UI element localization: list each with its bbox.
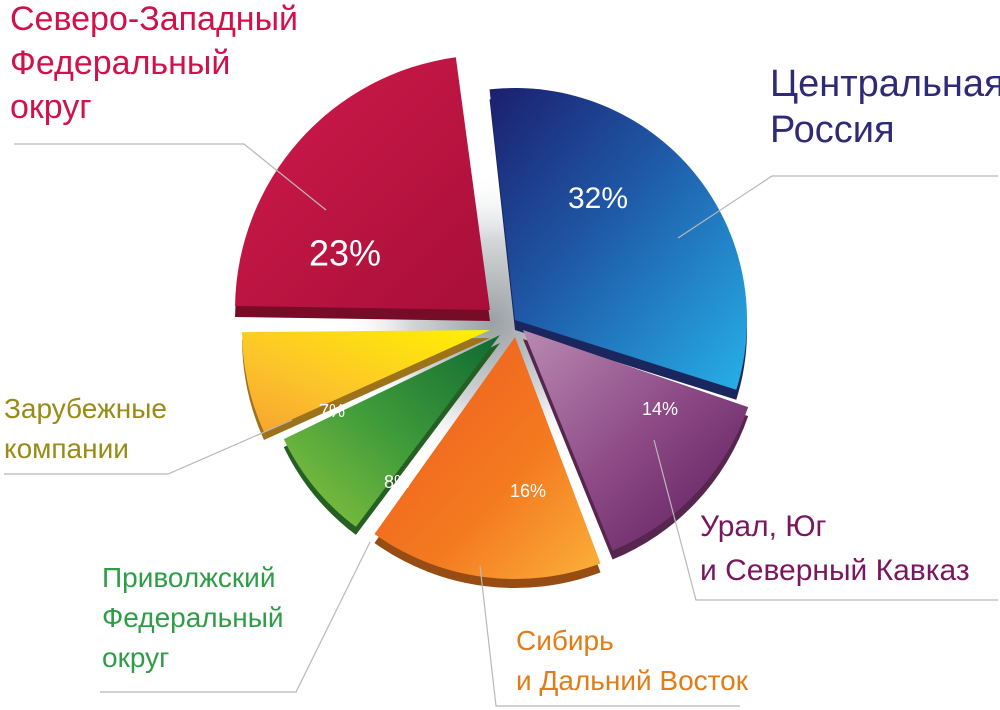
leader-line bbox=[14, 143, 327, 211]
category-label-line: Сибирь bbox=[516, 625, 614, 656]
percent-label: 8% bbox=[384, 472, 410, 492]
category-label-line: Федеральный bbox=[102, 602, 283, 633]
percent-label: 16% bbox=[510, 481, 546, 501]
pie-slice bbox=[523, 330, 749, 551]
category-label-line: округ bbox=[102, 642, 169, 673]
category-label-line: компании bbox=[4, 433, 129, 464]
category-label: Урал, Юг и Северный Кавказ bbox=[700, 510, 970, 587]
category-label-line: Зарубежные bbox=[4, 393, 167, 424]
leader-line bbox=[100, 541, 371, 693]
percent-label: 32% bbox=[568, 182, 628, 215]
percent-label: 7% bbox=[319, 401, 345, 421]
pie-slice bbox=[235, 57, 490, 310]
pie-slices bbox=[235, 57, 749, 589]
percent-label: 14% bbox=[642, 399, 678, 419]
pie-slice bbox=[374, 337, 601, 580]
percent-labels: 32% 14% 16% 8% 7% 23% bbox=[309, 182, 678, 501]
category-label-line: Северо-Западный bbox=[10, 0, 298, 38]
category-label-line: и Дальний Восток bbox=[516, 665, 749, 696]
category-label-line: и Северный Кавказ bbox=[700, 554, 970, 587]
leader-line bbox=[653, 439, 998, 601]
leader-line bbox=[4, 419, 293, 475]
pie-slice bbox=[242, 330, 490, 433]
category-label: Зарубежные компании bbox=[4, 393, 167, 464]
pie-slice bbox=[283, 335, 500, 527]
category-label-line: Федеральный bbox=[10, 44, 230, 82]
leader-lines bbox=[4, 143, 998, 707]
category-label: Северо-Западный Федеральный округ bbox=[10, 0, 298, 126]
leader-line bbox=[479, 565, 740, 707]
pie-slice bbox=[489, 87, 747, 390]
category-label: Центральная Россия bbox=[770, 63, 1000, 151]
category-label-line: Приволжский bbox=[102, 562, 275, 593]
category-label-line: округ bbox=[10, 88, 92, 126]
percent-label: 23% bbox=[309, 233, 381, 274]
category-label: Сибирь и Дальний Восток bbox=[516, 625, 749, 696]
category-label: Приволжский Федеральный округ bbox=[102, 562, 283, 673]
leader-line bbox=[677, 175, 998, 239]
category-label-line: Урал, Юг bbox=[700, 510, 827, 543]
category-label-line: Центральная bbox=[770, 63, 1000, 105]
category-labels: Центральная Россия Урал, Юг и Северный Кавк… bbox=[4, 0, 1000, 696]
category-label-line: Россия bbox=[770, 109, 895, 151]
